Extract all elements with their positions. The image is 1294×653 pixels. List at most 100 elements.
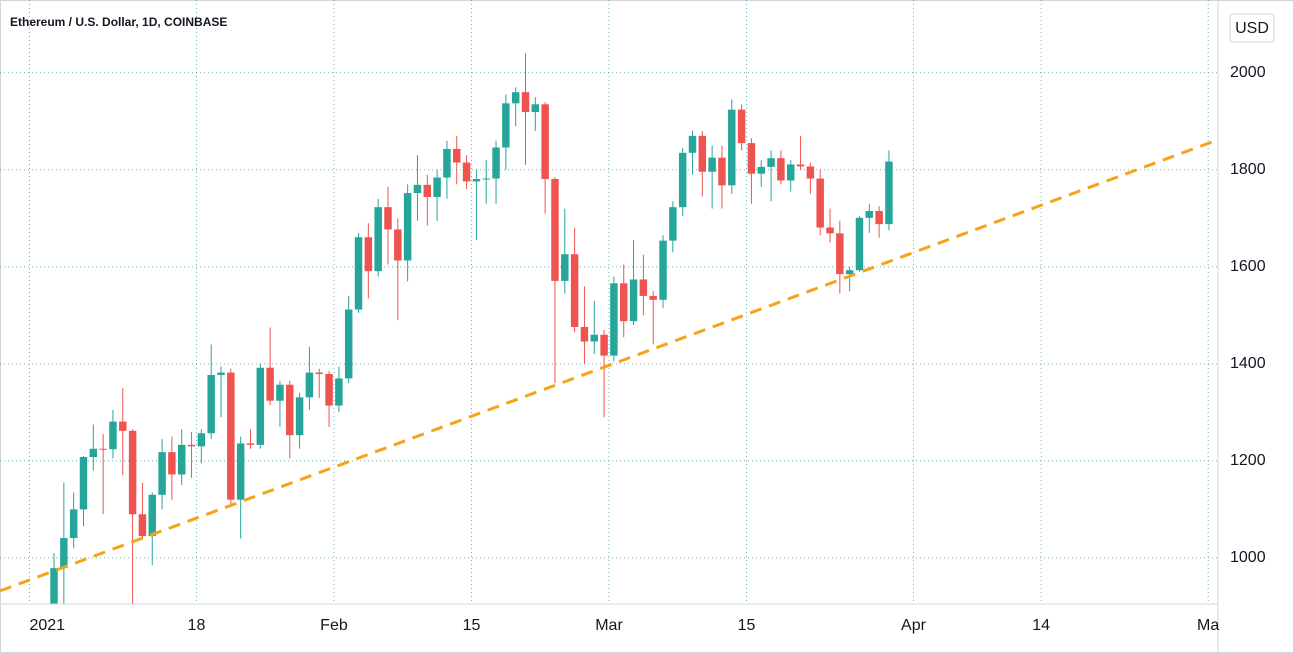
candle-body xyxy=(50,568,58,604)
candle-body xyxy=(325,374,333,406)
candle-body xyxy=(158,452,166,495)
candle-body xyxy=(89,448,98,458)
candle-body xyxy=(354,237,363,310)
candle-body xyxy=(845,270,854,275)
candle-body xyxy=(443,148,451,178)
candle-body xyxy=(580,326,589,342)
x-tick-label: Ma xyxy=(1197,617,1219,634)
candle-body xyxy=(590,334,598,342)
candle-body xyxy=(109,421,117,450)
candle-body xyxy=(276,384,284,401)
candle-body xyxy=(482,178,490,180)
candle-body xyxy=(217,372,225,376)
candle-body xyxy=(344,309,353,379)
x-tick-label: Feb xyxy=(320,617,348,634)
candle-body xyxy=(767,158,775,167)
candle-body xyxy=(403,193,412,261)
candle-body xyxy=(747,143,756,174)
candle-body xyxy=(659,240,667,300)
y-tick-label: 1200 xyxy=(1230,452,1266,469)
candle-body xyxy=(836,233,844,275)
candle-body xyxy=(551,179,559,281)
candle-body xyxy=(796,164,805,167)
candle-body xyxy=(138,514,147,537)
candle-body xyxy=(187,444,196,447)
candle-body xyxy=(256,367,265,445)
candle-body xyxy=(364,237,373,272)
candle-body xyxy=(236,443,245,500)
chart-title: Ethereum / U.S. Dollar, 1D, COINBASE xyxy=(10,15,227,29)
candle-body xyxy=(561,254,569,281)
candle-body xyxy=(335,378,343,406)
x-tick-label: 18 xyxy=(188,617,206,634)
x-tick-label: 2021 xyxy=(29,617,65,634)
candle-body xyxy=(600,334,608,356)
candle-body xyxy=(60,538,68,569)
candle-body xyxy=(462,162,471,182)
x-tick-label: 15 xyxy=(463,617,481,634)
candle-body xyxy=(472,179,481,182)
candle-body xyxy=(688,135,697,153)
candle-body xyxy=(168,452,176,475)
candle-body xyxy=(197,433,206,447)
candle-body xyxy=(246,443,255,445)
y-tick-label: 2000 xyxy=(1230,64,1266,81)
candle-body xyxy=(69,509,78,539)
candle-body xyxy=(453,148,461,163)
candle-body xyxy=(305,372,314,398)
currency-button[interactable] xyxy=(1229,13,1275,43)
x-tick-label: 15 xyxy=(738,617,756,634)
x-tick-label: Mar xyxy=(595,617,623,634)
candle-body xyxy=(728,109,736,186)
candle-body xyxy=(826,227,834,234)
x-tick-label: Apr xyxy=(901,617,927,634)
candle-body xyxy=(855,217,864,271)
candle-body xyxy=(286,384,294,436)
y-tick-label: 1800 xyxy=(1230,161,1266,178)
candle-body xyxy=(227,372,235,500)
candle-body xyxy=(177,444,186,475)
candle-body xyxy=(570,254,579,327)
candle-body xyxy=(610,283,618,356)
candle-body xyxy=(413,184,422,194)
trendline xyxy=(0,138,1218,593)
candle-body xyxy=(737,109,746,144)
candle-body xyxy=(669,207,677,241)
candle-body xyxy=(816,178,824,228)
candle-body xyxy=(511,92,520,104)
y-tick-label: 1600 xyxy=(1230,258,1266,275)
y-tick-label: 1400 xyxy=(1230,355,1266,372)
candle-body xyxy=(119,421,127,431)
candle-body xyxy=(620,283,628,322)
candle-body xyxy=(384,207,392,230)
candle-body xyxy=(99,448,107,450)
candle-body xyxy=(708,157,716,172)
candle-body xyxy=(531,104,540,113)
candle-body xyxy=(875,211,883,225)
candle-body xyxy=(295,397,304,436)
currency-label[interactable]: USD xyxy=(1235,20,1269,37)
candle-body xyxy=(266,367,274,401)
candle-body xyxy=(521,92,530,113)
candle-body xyxy=(806,166,815,179)
candle-body xyxy=(502,103,510,148)
candle-body xyxy=(718,157,726,186)
candle-body xyxy=(757,166,765,174)
candle-body xyxy=(629,279,638,322)
candle-body xyxy=(865,211,874,218)
candle-body xyxy=(128,430,137,515)
candle-body xyxy=(394,229,402,261)
x-tick-label: 14 xyxy=(1032,617,1050,634)
candle-body xyxy=(698,135,707,172)
candle-body xyxy=(374,207,382,272)
candle-body xyxy=(885,161,893,225)
candle-body xyxy=(541,104,549,180)
candle-body xyxy=(315,372,323,375)
candle-body xyxy=(148,494,156,537)
y-tick-label: 1000 xyxy=(1230,549,1266,566)
candle-body xyxy=(639,279,648,296)
candle-body xyxy=(678,152,687,208)
candle-body xyxy=(423,184,432,197)
candle-body xyxy=(786,164,795,181)
